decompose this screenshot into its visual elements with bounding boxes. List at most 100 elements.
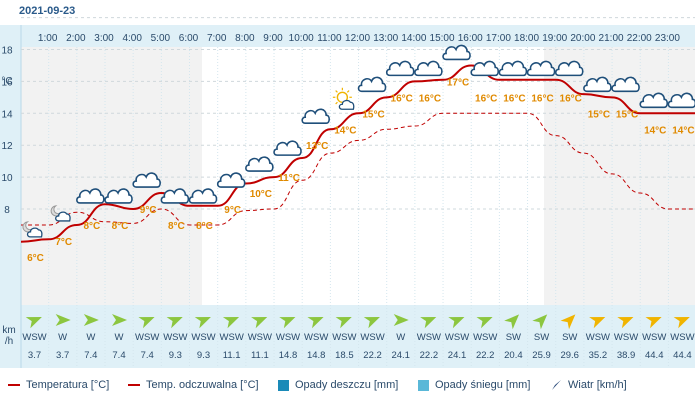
wind-arrow-icon: [112, 314, 128, 326]
wind-speed-label: 7.4: [141, 350, 154, 361]
wind-unit-label: /h: [5, 336, 13, 347]
wind-arrow-icon: [645, 316, 662, 329]
cloud-icon: [301, 108, 330, 125]
temperature-label: 6°C: [27, 253, 44, 264]
legend-item-temperature: Temperatura [°C]: [8, 379, 109, 391]
x-tick-label: 12:00: [345, 33, 370, 44]
x-tick-label: 5:00: [151, 33, 171, 44]
legend-temperature-label: Temperatura [°C]: [26, 379, 110, 391]
wind-direction-label: WSW: [22, 332, 46, 343]
wind-arrow-icon: [448, 316, 465, 329]
wind-arrow-icon: [83, 314, 99, 326]
wind-direction-label: SW: [534, 332, 549, 343]
wind-arrow-icon: [166, 316, 183, 329]
wind-direction-label: WSW: [614, 332, 638, 343]
wind-row: km/h WSW3.7W3.7W7.4W7.4WSW7.4WSW9.3WSW9.3…: [2, 314, 695, 361]
weather-icons: [22, 44, 695, 238]
wind-speed-label: 24.1: [448, 350, 467, 361]
x-tick-label: 6:00: [179, 33, 199, 44]
temperature-label: 16°C: [391, 93, 413, 104]
temperature-label: 11°C: [278, 173, 300, 184]
legend-item-snow: Opady śniegu [mm]: [418, 379, 530, 391]
temperature-label: 9°C: [224, 205, 241, 216]
cloud-icon: [160, 188, 190, 204]
legend-rain-swatch: [278, 379, 289, 391]
cloud-icon: [216, 172, 246, 188]
wind-direction-label: W: [115, 332, 124, 343]
wind-arrow-icon: [335, 316, 352, 329]
wind-speed-label: 22.2: [363, 350, 382, 361]
wind-direction-label: WSW: [445, 332, 469, 343]
x-tick-label: 2:00: [66, 33, 86, 44]
wind-arrow-icon: [307, 316, 324, 329]
wind-arrow-icon: [476, 316, 493, 329]
night-partly-cloudy-icon: [50, 205, 71, 222]
wind-direction-label: WSW: [332, 332, 356, 343]
wind-speed-label: 14.8: [307, 350, 326, 361]
x-tick-label: 15:00: [430, 33, 455, 44]
cloud-icon: [104, 188, 133, 204]
wind-arrow-icon: [222, 316, 240, 329]
temperature-label: 15°C: [616, 109, 638, 120]
wind-speed-label: 14.8: [279, 350, 298, 361]
wind-arrow-icon: [673, 316, 690, 329]
temperature-line: [20, 64, 695, 243]
temperature-labels: 6°C 7°C 8°C 8°C 9°C 8°C 8°C 9°C 10°C 11°C 13°C 14°C…: [27, 77, 694, 263]
wind-speed-label: 44.4: [673, 350, 692, 361]
y-tick-label: 14: [1, 109, 13, 120]
wind-arrow-icon: [532, 314, 548, 330]
y-tick-label: 12: [1, 141, 13, 152]
wind-arrow-icon: [55, 314, 71, 326]
temperature-label: 15°C: [362, 109, 384, 120]
wind-speed-label: 24.1: [391, 350, 410, 361]
wind-unit-label: km: [2, 325, 15, 336]
wind-arrow-icon: [363, 316, 380, 329]
cloud-icon: [526, 60, 556, 77]
wind-direction-label: WSW: [473, 332, 497, 343]
legend-feels-like-swatch: [128, 384, 140, 386]
wind-speed-label: 29.6: [560, 350, 579, 361]
cloud-icon: [442, 44, 471, 61]
wind-speed-label: 7.4: [84, 350, 97, 361]
wind-arrow-icon: [504, 314, 520, 330]
wind-speed-label: 11.1: [251, 350, 269, 361]
y-axis-labels: °C 8 10 12 14 16 18: [1, 46, 13, 217]
x-tick-label: 16:00: [458, 33, 483, 44]
y-tick-label: 10: [1, 173, 13, 184]
temperature-label: 14°C: [644, 125, 666, 136]
cloud-icon: [639, 92, 669, 109]
wind-arrow-icon: [617, 316, 634, 329]
night-partly-cloudy-icon: [22, 221, 43, 238]
x-tick-label: 3:00: [94, 33, 114, 44]
x-axis-labels: 1:00 2:00 3:00 4:00 5:00 6:00 7:00 8:00 9:00 10:0…: [38, 33, 680, 44]
cloud-icon: [498, 60, 528, 77]
x-tick-label: 18:00: [514, 33, 539, 44]
legend-snow-swatch: [418, 379, 429, 391]
temperature-label: 15°C: [588, 109, 610, 120]
y-tick-label: 8: [4, 205, 10, 216]
wind-direction-label: WSW: [642, 332, 666, 343]
wind-arrow-icon: [420, 316, 437, 329]
wind-arrow-icon: [589, 316, 606, 329]
cloud-icon: [611, 76, 640, 93]
x-tick-label: 7:00: [207, 33, 227, 44]
x-tick-label: 20:00: [570, 33, 595, 44]
wind-direction-label: WSW: [248, 332, 272, 343]
temperature-label: 8°C: [196, 221, 213, 232]
x-tick-label: 4:00: [122, 33, 142, 44]
wind-direction-label: WSW: [135, 332, 159, 343]
cloud-icon: [76, 188, 105, 204]
wind-speed-label: 9.3: [197, 350, 210, 361]
wind-direction-label: SW: [562, 332, 577, 343]
wind-direction-label: WSW: [304, 332, 328, 343]
wind-direction-label: WSW: [417, 332, 441, 343]
temperature-lines: [20, 64, 695, 243]
wind-speed-label: 3.7: [56, 350, 69, 361]
wind-arrow-icon: [560, 314, 576, 330]
cloud-icon: [188, 188, 218, 204]
temperature-label: 16°C: [419, 93, 441, 104]
x-tick-label: 1:00: [38, 33, 58, 44]
temperature-label: 8°C: [83, 221, 100, 232]
temperature-label: 13°C: [306, 141, 328, 152]
x-tick-label: 19:00: [542, 33, 567, 44]
